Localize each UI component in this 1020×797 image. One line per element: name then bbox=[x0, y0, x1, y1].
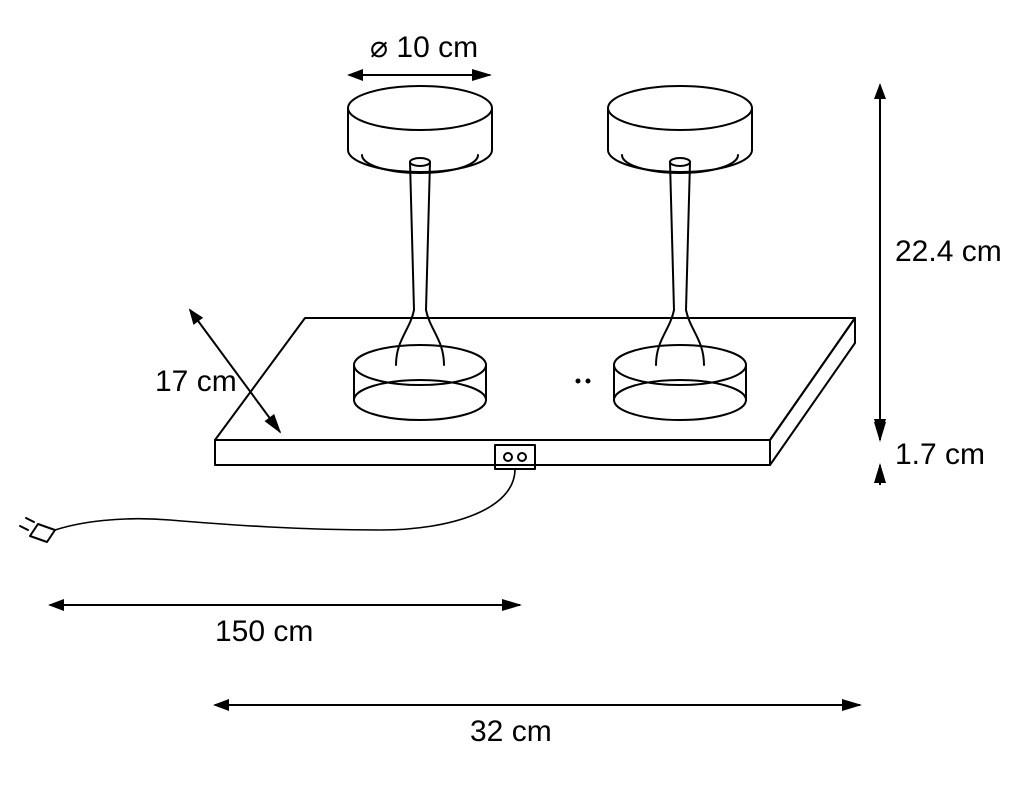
label-cord: 150 cm bbox=[215, 615, 313, 649]
label-depth: 17 cm bbox=[155, 365, 237, 399]
label-thickness: 1.7 cm bbox=[895, 438, 985, 472]
product-outline bbox=[20, 86, 855, 542]
diagram-stage: ⌀ 10 cm 22.4 cm 17 cm 1.7 cm 150 cm 32 c… bbox=[0, 0, 1020, 797]
lamp-2 bbox=[608, 86, 752, 420]
power-cord bbox=[20, 469, 515, 542]
label-height: 22.4 cm bbox=[895, 235, 1002, 269]
label-width: 32 cm bbox=[470, 715, 552, 749]
lamp-1 bbox=[348, 86, 492, 420]
label-top-diameter: ⌀ 10 cm bbox=[370, 30, 478, 65]
line-drawing bbox=[0, 0, 1020, 797]
